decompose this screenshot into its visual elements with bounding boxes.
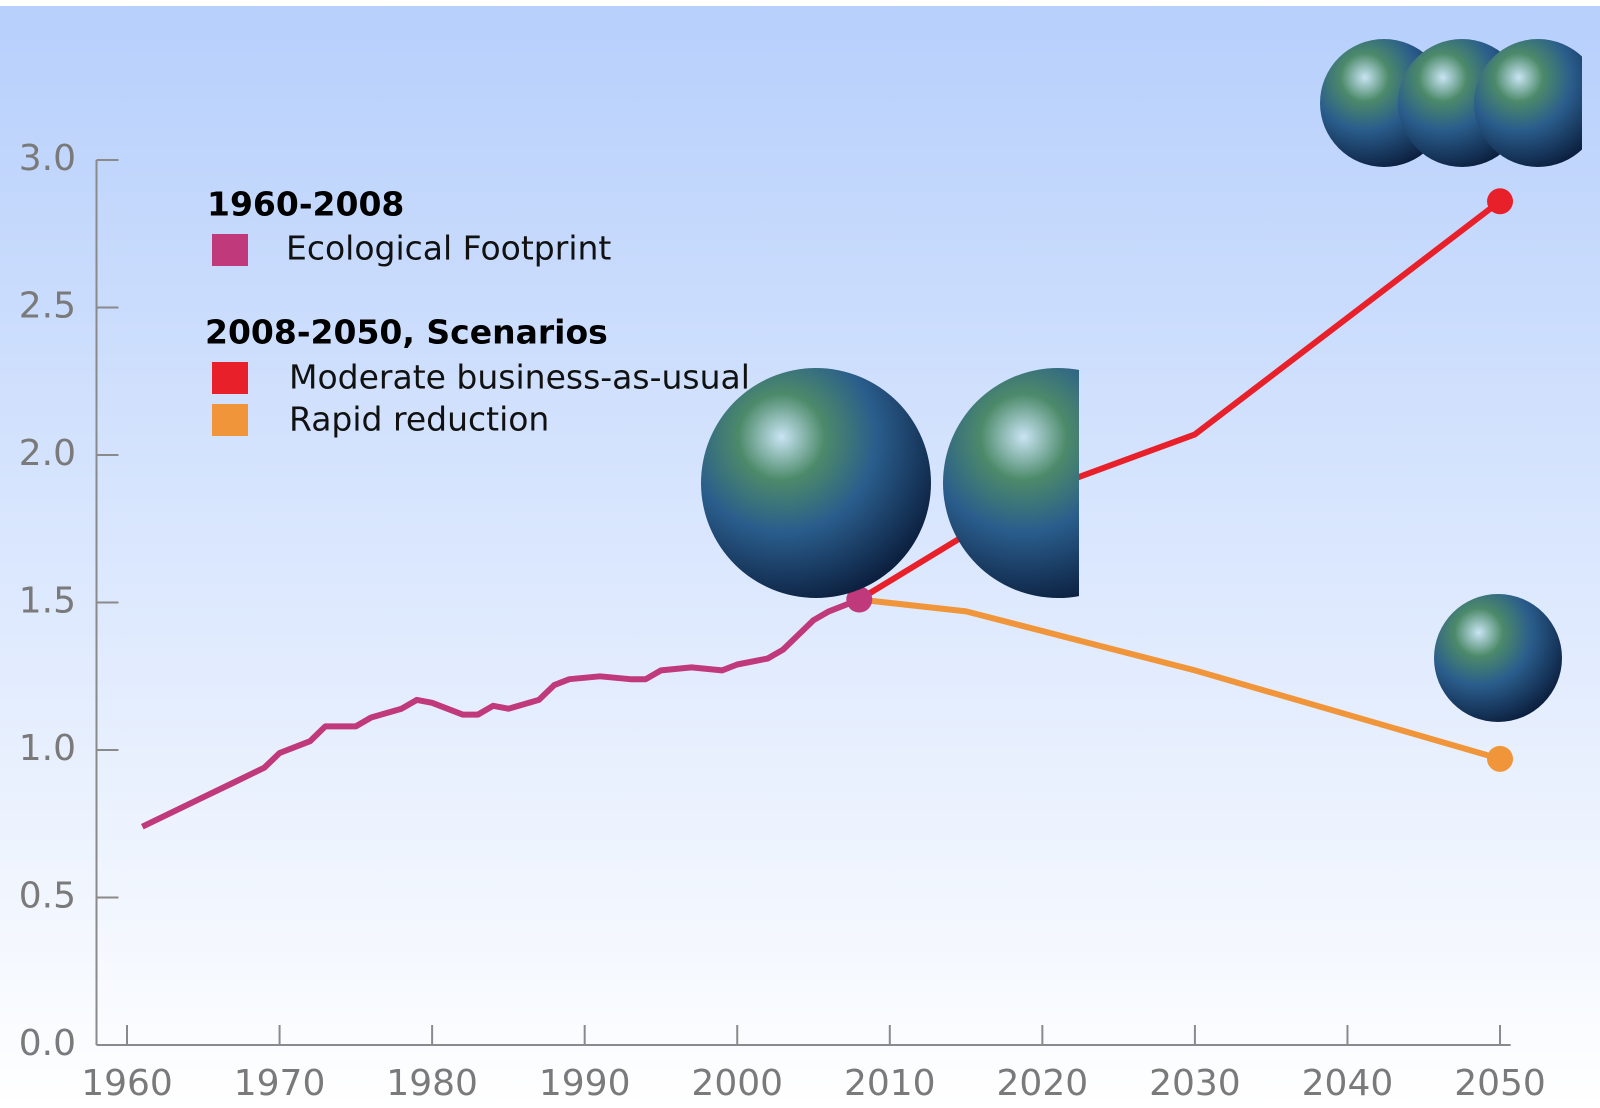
legend-swatch <box>212 404 248 436</box>
legend-title: 1960-2008 <box>207 185 404 224</box>
end-marker <box>846 586 873 613</box>
x-tick-label: 1970 <box>234 1063 326 1104</box>
y-tick-label: 2.0 <box>19 433 76 474</box>
legend-swatch <box>212 362 248 394</box>
y-tick-label: 3.0 <box>19 138 76 179</box>
y-tick-label: 2.5 <box>19 286 76 327</box>
y-tick-label: 0.5 <box>19 876 76 917</box>
x-tick-label: 2000 <box>691 1063 783 1104</box>
legend-label: Ecological Footprint <box>286 229 611 268</box>
x-tick-label: 2020 <box>997 1063 1089 1104</box>
legend: 1960-2008 Ecological Footprint 2008-2050… <box>205 185 750 439</box>
x-tick-label: 1990 <box>539 1063 631 1104</box>
x-tick-label: 1960 <box>81 1063 173 1104</box>
x-tick-label: 2050 <box>1454 1063 1546 1104</box>
globe <box>1434 594 1562 722</box>
legend-label: Rapid reduction <box>289 400 549 439</box>
x-tick-label: 2040 <box>1302 1063 1394 1104</box>
end-marker <box>1487 188 1514 215</box>
legend-label: Moderate business-as-usual <box>289 358 750 397</box>
y-tick-label: 1.0 <box>19 728 76 769</box>
y-tick-label: 0.0 <box>19 1023 76 1064</box>
x-tick-label: 2010 <box>844 1063 936 1104</box>
top-strip <box>0 0 1600 6</box>
legend-swatch <box>212 234 248 266</box>
axes: 0.0 0.5 1.0 1.5 2.0 2.5 3.0 1960 1970 1980 1990 200… <box>19 138 1546 1104</box>
globe <box>943 368 1079 598</box>
globe <box>1474 39 1582 167</box>
series-line <box>140 596 861 830</box>
legend-title: 2008-2050, Scenarios <box>205 313 608 352</box>
x-tick-label: 2030 <box>1149 1063 1241 1104</box>
y-tick-label: 1.5 <box>19 581 76 622</box>
globes <box>701 39 1582 722</box>
series-line <box>858 596 1501 762</box>
globe <box>701 368 931 598</box>
x-tick-label: 1980 <box>386 1063 478 1104</box>
end-marker <box>1487 745 1514 772</box>
